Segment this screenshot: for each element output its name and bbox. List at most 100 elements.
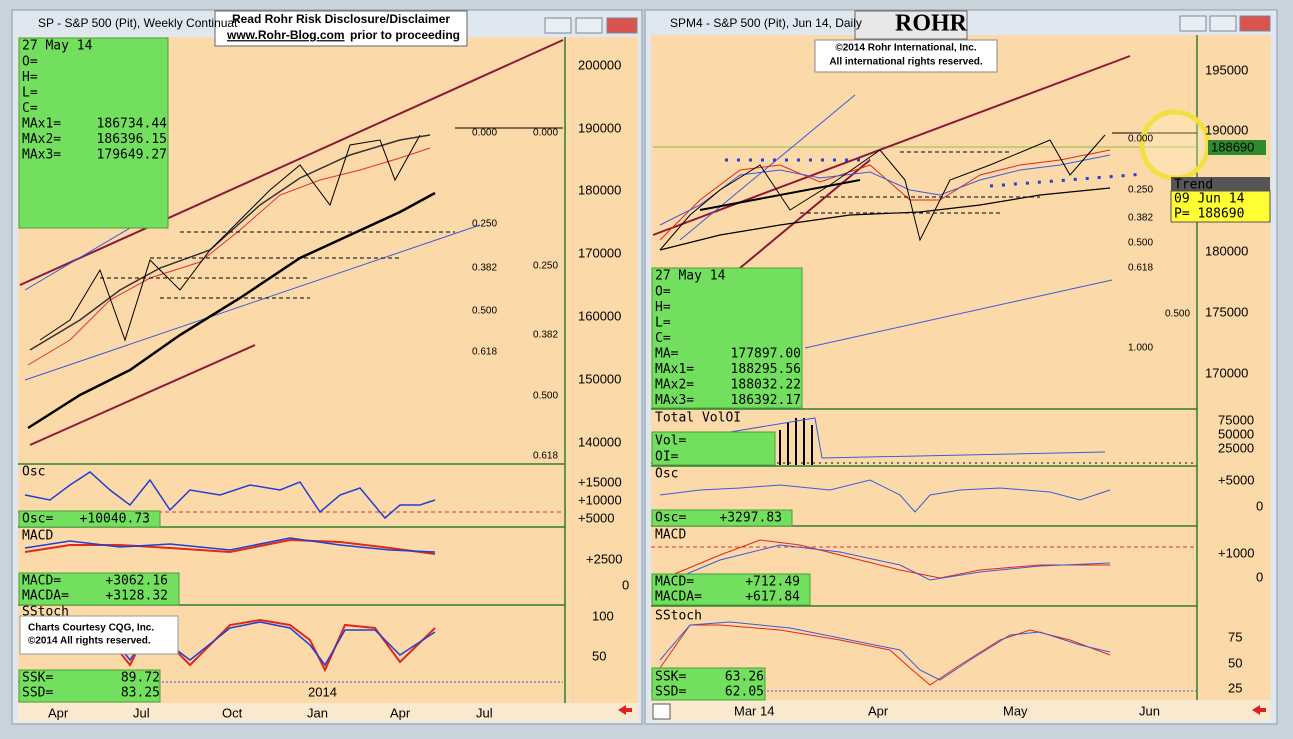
x-axis-label: Jan [307,705,328,720]
fib-label: 0.000 [472,128,497,139]
readout: 83.25 [121,686,160,701]
info-row: O= [22,55,38,70]
info-row: H= [655,300,671,315]
right-x-axis [651,700,1271,721]
osc-axis-label: +15000 [578,474,622,489]
credit-box [19,615,179,655]
info-row: C= [655,331,671,346]
copyright-text: All international rights reserved. [829,57,983,68]
fib-label: 0.500 [533,391,558,402]
readout: OI= [655,450,679,465]
fib-label: 0.500 [472,306,497,317]
left-x-axis [18,703,638,721]
readout: MACD= [655,575,694,590]
info-row: 177897.00 [731,347,801,362]
osc-axis-label: +5000 [578,510,615,525]
fib-label: 0.618 [533,451,558,462]
fib-label: 0.250 [472,219,497,230]
info-date: 27 May 14 [655,269,726,284]
readout: MACDA= [22,589,69,604]
info-row: L= [655,316,671,331]
window-buttons[interactable] [544,15,1271,34]
price-axis-label: 170000 [578,245,621,260]
info-row: MAx2= [655,378,694,393]
info-date: 27 May 14 [22,39,93,54]
scroll-arrow-right[interactable] [1252,705,1266,715]
panel-title: SStoch [655,609,702,624]
tooltip-row: P= 188690 [1174,207,1244,222]
price-axis-label: 180000 [1205,243,1248,258]
readout: Osc= [22,512,53,527]
copyright-box [814,39,998,73]
scroll-arrow-left[interactable] [618,705,632,715]
readout: 62.05 [725,685,764,700]
sstoch-axis-label: 100 [592,608,614,623]
right-price-drawing [652,55,1211,349]
fib-label: 0.000 [533,128,558,139]
info-row: 188295.56 [731,362,801,377]
fib-label: 0.382 [472,263,497,274]
sstoch-axis-label: 50 [1228,655,1242,670]
left-price-drawing [19,39,564,446]
info-boxes [18,37,811,703]
disclaimer-text: prior to proceeding [350,28,460,42]
fib-label: 0.618 [472,347,497,358]
sstoch-axis-label: 50 [592,648,606,663]
info-row: L= [22,86,38,101]
osc-axis-label: +10000 [578,492,622,507]
macd-axis-label: +2500 [586,551,623,566]
readout: +3297.83 [719,511,782,526]
info-row: 186734.44 [97,117,168,132]
readout: SSK= [22,671,53,686]
readout: MACD= [22,574,61,589]
info-row: 179649.27 [97,148,167,163]
scroll-box[interactable] [652,703,671,720]
tooltip-header [1171,177,1270,191]
macd-axis-label: 0 [1256,569,1263,584]
price-axis-label: 190000 [1205,122,1248,137]
fib-label: 0.500 [1128,238,1153,249]
credit-text: Charts Courtesy CQG, Inc. [28,623,154,634]
panel-title: Osc [655,467,678,482]
vol-axis-label: 25000 [1218,440,1254,455]
copyright-text: ©2014 Rohr International, Inc. [835,43,977,54]
fib-label: 0.382 [1128,213,1153,224]
disclaimer-link[interactable]: www.Rohr-Blog.com [226,28,345,42]
price-axis-label: 200000 [578,57,621,72]
readout: Osc= [655,511,686,526]
price-tag: 188690 [1211,139,1254,154]
disclaimer-text: Read Rohr Risk Disclosure/Disclaimer [232,12,450,26]
x-axis-label: Jul [133,705,150,720]
macd-axis-label: +1000 [1218,545,1255,560]
price-axis-label: 150000 [578,371,621,386]
info-row: 186392.17 [731,393,801,408]
logo: ROHR [895,11,968,37]
fib-label: 0.500 [1165,309,1190,320]
info-row: MAx1= [22,117,61,132]
readout: SSD= [655,685,686,700]
readout: MACDA= [655,590,702,605]
info-row: MA= [655,347,679,362]
credit-text: ©2014 All rights reserved. [28,636,151,647]
panel-title: Osc [22,465,45,480]
fib-label: 0.250 [533,261,558,272]
readout: Vol= [655,434,686,449]
readout: 89.72 [121,671,160,686]
info-row: 188032.22 [731,378,801,393]
price-axis-label: 170000 [1205,365,1248,380]
price-axis-label: 175000 [1205,304,1248,319]
x-axis-label: Jul [476,705,493,720]
x-axis-label: Oct [222,705,243,720]
panel-title: Total VolOI [655,411,741,426]
tooltip-body [1170,190,1271,223]
year-label: 2014 [308,684,337,699]
x-axis-label: Jun [1139,703,1160,718]
readout: +10040.73 [80,512,150,527]
readout: +3128.32 [105,589,168,604]
x-axis-label: Apr [390,705,411,720]
x-axis-label: Apr [868,703,889,718]
readout: SSD= [22,686,53,701]
tooltip-row: 09 Jun 14 [1174,192,1245,207]
fib-label: 0.250 [1128,185,1153,196]
